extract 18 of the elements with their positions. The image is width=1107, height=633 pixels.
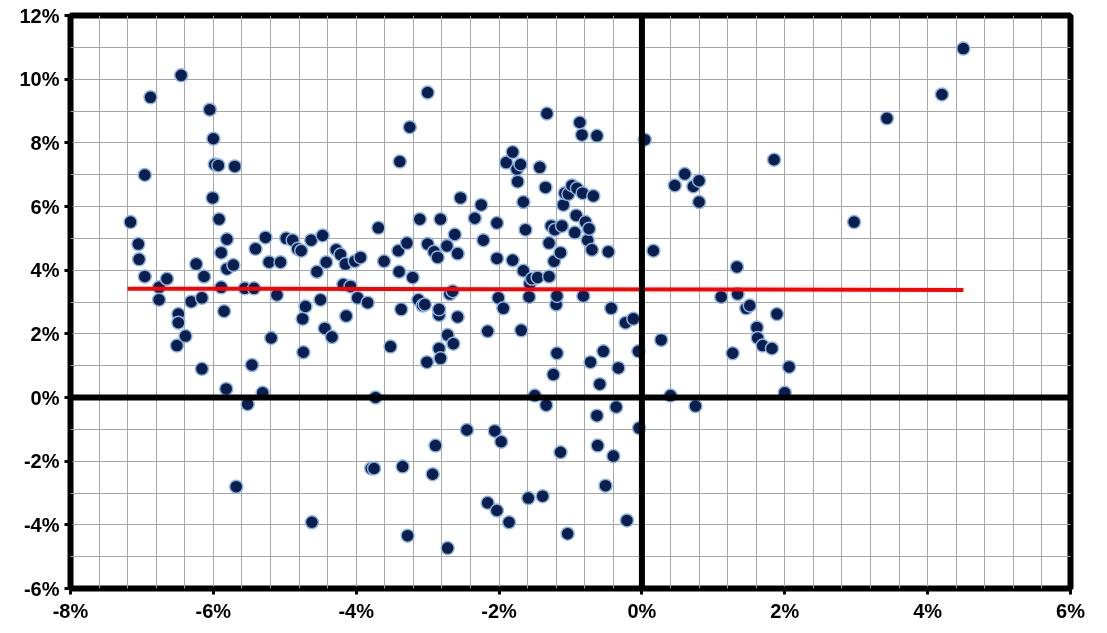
x-tick-label: -8% <box>52 599 89 622</box>
x-tick-label: -6% <box>195 599 232 622</box>
y-tick-label: 8% <box>30 131 60 154</box>
y-tick-label: -4% <box>23 513 60 536</box>
x-tick-label: -2% <box>481 599 518 622</box>
y-tick-label: 10% <box>19 68 60 91</box>
y-tick-label: 4% <box>30 259 60 282</box>
y-tick-label: -6% <box>23 577 60 600</box>
x-tick-label: 4% <box>913 599 943 622</box>
y-tick-label: 0% <box>30 386 60 409</box>
x-tick-label: 0% <box>627 599 657 622</box>
x-tick-label: 6% <box>1056 599 1086 622</box>
x-tick-label: 2% <box>770 599 800 622</box>
y-tick-label: 6% <box>30 195 60 218</box>
y-tick-label: -2% <box>23 450 60 473</box>
y-tick-label: 12% <box>19 4 60 27</box>
y-tick-label: 2% <box>30 322 60 345</box>
x-tick-label: -4% <box>338 599 375 622</box>
